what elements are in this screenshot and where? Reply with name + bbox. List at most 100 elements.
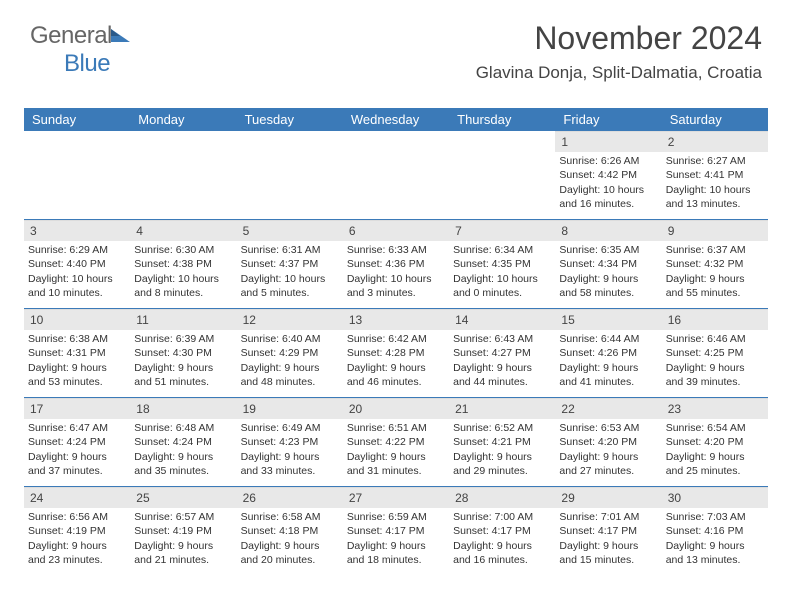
sunset-text: Sunset: 4:41 PM [666, 168, 764, 182]
calendar-cell: 20Sunrise: 6:51 AMSunset: 4:22 PMDayligh… [343, 398, 449, 486]
calendar-cell [343, 131, 449, 219]
sunset-text: Sunset: 4:19 PM [134, 524, 232, 538]
sunset-text: Sunset: 4:19 PM [28, 524, 126, 538]
logo-text-2: Blue [64, 50, 110, 77]
sunrise-text: Sunrise: 6:58 AM [241, 510, 339, 524]
sunrise-text: Sunrise: 6:42 AM [347, 332, 445, 346]
sunrise-text: Sunrise: 6:30 AM [134, 243, 232, 257]
sunrise-text: Sunrise: 6:48 AM [134, 421, 232, 435]
day-number: 30 [662, 487, 768, 508]
calendar-week: 17Sunrise: 6:47 AMSunset: 4:24 PMDayligh… [24, 397, 768, 486]
day-details: Sunrise: 7:03 AMSunset: 4:16 PMDaylight:… [662, 508, 768, 571]
day-number: 12 [237, 309, 343, 330]
weekday-label: Tuesday [237, 108, 343, 131]
header: November 2024 Glavina Donja, Split-Dalma… [476, 20, 762, 83]
sunset-text: Sunset: 4:20 PM [559, 435, 657, 449]
day-number: 18 [130, 398, 236, 419]
day-number: 22 [555, 398, 661, 419]
page-title: November 2024 [476, 20, 762, 57]
sunrise-text: Sunrise: 6:49 AM [241, 421, 339, 435]
daylight-text: Daylight: 9 hours and 58 minutes. [559, 272, 657, 300]
day-details: Sunrise: 6:53 AMSunset: 4:20 PMDaylight:… [555, 419, 661, 482]
calendar-cell: 5Sunrise: 6:31 AMSunset: 4:37 PMDaylight… [237, 220, 343, 308]
day-number: 3 [24, 220, 130, 241]
day-details: Sunrise: 6:43 AMSunset: 4:27 PMDaylight:… [449, 330, 555, 393]
calendar-cell: 11Sunrise: 6:39 AMSunset: 4:30 PMDayligh… [130, 309, 236, 397]
weekday-label: Friday [555, 108, 661, 131]
sunset-text: Sunset: 4:18 PM [241, 524, 339, 538]
day-details: Sunrise: 6:46 AMSunset: 4:25 PMDaylight:… [662, 330, 768, 393]
sunset-text: Sunset: 4:16 PM [666, 524, 764, 538]
sunset-text: Sunset: 4:21 PM [453, 435, 551, 449]
day-details: Sunrise: 6:54 AMSunset: 4:20 PMDaylight:… [662, 419, 768, 482]
weekday-label: Thursday [449, 108, 555, 131]
sunset-text: Sunset: 4:36 PM [347, 257, 445, 271]
calendar-cell: 23Sunrise: 6:54 AMSunset: 4:20 PMDayligh… [662, 398, 768, 486]
sunset-text: Sunset: 4:35 PM [453, 257, 551, 271]
daylight-text: Daylight: 9 hours and 53 minutes. [28, 361, 126, 389]
sunset-text: Sunset: 4:24 PM [134, 435, 232, 449]
day-details: Sunrise: 6:57 AMSunset: 4:19 PMDaylight:… [130, 508, 236, 571]
weekday-header: Sunday Monday Tuesday Wednesday Thursday… [24, 108, 768, 131]
sunrise-text: Sunrise: 6:40 AM [241, 332, 339, 346]
sunset-text: Sunset: 4:30 PM [134, 346, 232, 360]
sunset-text: Sunset: 4:20 PM [666, 435, 764, 449]
day-number: 19 [237, 398, 343, 419]
day-details: Sunrise: 6:34 AMSunset: 4:35 PMDaylight:… [449, 241, 555, 304]
day-details: Sunrise: 6:30 AMSunset: 4:38 PMDaylight:… [130, 241, 236, 304]
day-number: 2 [662, 131, 768, 152]
sunrise-text: Sunrise: 6:39 AM [134, 332, 232, 346]
sunset-text: Sunset: 4:31 PM [28, 346, 126, 360]
day-details: Sunrise: 6:33 AMSunset: 4:36 PMDaylight:… [343, 241, 449, 304]
day-number: 4 [130, 220, 236, 241]
sunset-text: Sunset: 4:42 PM [559, 168, 657, 182]
day-number: 24 [24, 487, 130, 508]
weekday-label: Sunday [24, 108, 130, 131]
calendar-cell: 30Sunrise: 7:03 AMSunset: 4:16 PMDayligh… [662, 487, 768, 575]
sunrise-text: Sunrise: 6:44 AM [559, 332, 657, 346]
calendar-cell: 19Sunrise: 6:49 AMSunset: 4:23 PMDayligh… [237, 398, 343, 486]
day-details: Sunrise: 6:37 AMSunset: 4:32 PMDaylight:… [662, 241, 768, 304]
weekday-label: Saturday [662, 108, 768, 131]
daylight-text: Daylight: 9 hours and 35 minutes. [134, 450, 232, 478]
sunrise-text: Sunrise: 6:46 AM [666, 332, 764, 346]
daylight-text: Daylight: 9 hours and 29 minutes. [453, 450, 551, 478]
calendar-cell: 12Sunrise: 6:40 AMSunset: 4:29 PMDayligh… [237, 309, 343, 397]
sunset-text: Sunset: 4:22 PM [347, 435, 445, 449]
sunset-text: Sunset: 4:34 PM [559, 257, 657, 271]
daylight-text: Daylight: 9 hours and 39 minutes. [666, 361, 764, 389]
day-details: Sunrise: 6:49 AMSunset: 4:23 PMDaylight:… [237, 419, 343, 482]
sunset-text: Sunset: 4:28 PM [347, 346, 445, 360]
sunrise-text: Sunrise: 6:59 AM [347, 510, 445, 524]
calendar-cell: 3Sunrise: 6:29 AMSunset: 4:40 PMDaylight… [24, 220, 130, 308]
day-number: 28 [449, 487, 555, 508]
sunset-text: Sunset: 4:26 PM [559, 346, 657, 360]
calendar-cell: 6Sunrise: 6:33 AMSunset: 4:36 PMDaylight… [343, 220, 449, 308]
day-number: 10 [24, 309, 130, 330]
sunset-text: Sunset: 4:37 PM [241, 257, 339, 271]
day-details: Sunrise: 6:51 AMSunset: 4:22 PMDaylight:… [343, 419, 449, 482]
day-details: Sunrise: 6:52 AMSunset: 4:21 PMDaylight:… [449, 419, 555, 482]
daylight-text: Daylight: 9 hours and 16 minutes. [453, 539, 551, 567]
daylight-text: Daylight: 10 hours and 3 minutes. [347, 272, 445, 300]
calendar-cell: 14Sunrise: 6:43 AMSunset: 4:27 PMDayligh… [449, 309, 555, 397]
day-details: Sunrise: 6:29 AMSunset: 4:40 PMDaylight:… [24, 241, 130, 304]
sunrise-text: Sunrise: 7:00 AM [453, 510, 551, 524]
sunset-text: Sunset: 4:27 PM [453, 346, 551, 360]
day-number: 6 [343, 220, 449, 241]
day-number: 8 [555, 220, 661, 241]
sunrise-text: Sunrise: 6:35 AM [559, 243, 657, 257]
calendar-week: 10Sunrise: 6:38 AMSunset: 4:31 PMDayligh… [24, 308, 768, 397]
day-number: 14 [449, 309, 555, 330]
daylight-text: Daylight: 10 hours and 16 minutes. [559, 183, 657, 211]
day-details: Sunrise: 6:27 AMSunset: 4:41 PMDaylight:… [662, 152, 768, 215]
sunset-text: Sunset: 4:17 PM [347, 524, 445, 538]
logo-flag-icon [110, 28, 132, 46]
day-number: 16 [662, 309, 768, 330]
daylight-text: Daylight: 9 hours and 25 minutes. [666, 450, 764, 478]
calendar-cell: 10Sunrise: 6:38 AMSunset: 4:31 PMDayligh… [24, 309, 130, 397]
daylight-text: Daylight: 9 hours and 13 minutes. [666, 539, 764, 567]
sunrise-text: Sunrise: 6:47 AM [28, 421, 126, 435]
sunset-text: Sunset: 4:24 PM [28, 435, 126, 449]
day-details: Sunrise: 6:42 AMSunset: 4:28 PMDaylight:… [343, 330, 449, 393]
